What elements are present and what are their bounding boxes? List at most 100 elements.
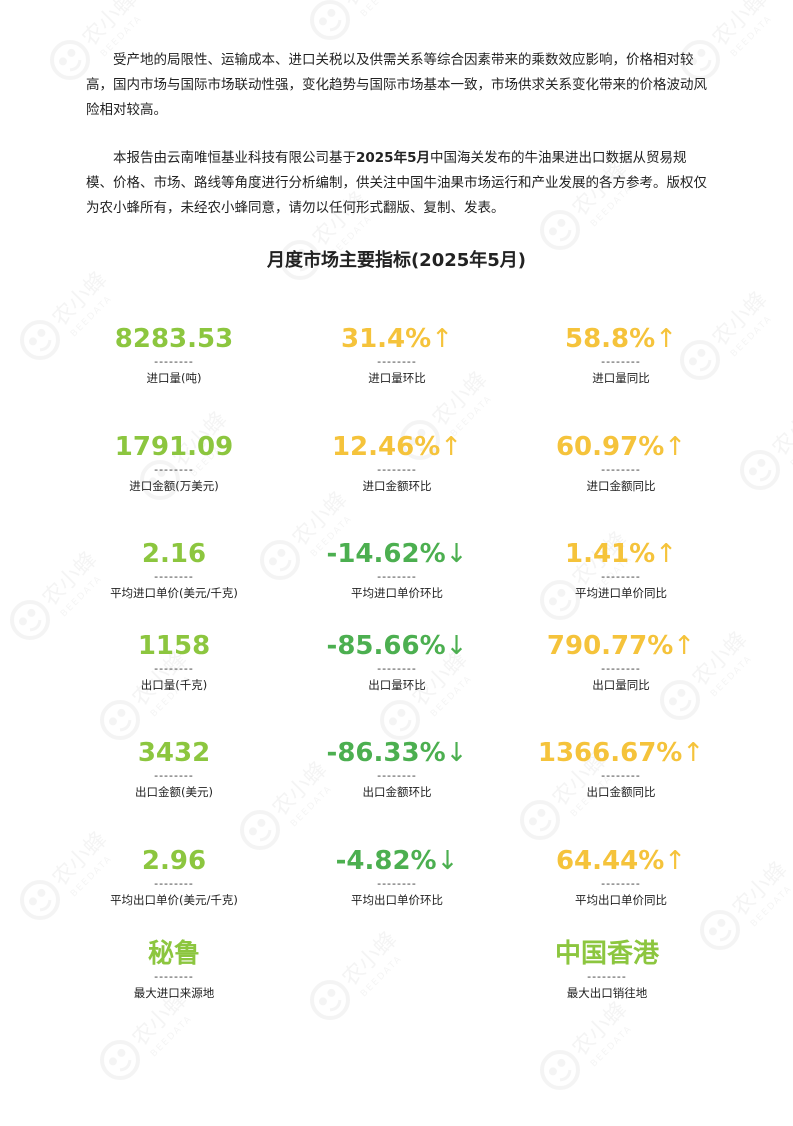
metric-divider: -------- [154,355,194,368]
metric-1-1: 8283.53 -------- 进口量(吨) [44,322,304,388]
metric-value: 2.16 [141,539,207,569]
metric-value: 中国香港 [554,939,659,969]
watermark-cn: 农小蜂 [338,0,402,12]
metric-value: 2.96 [141,846,207,876]
watermark-cn: 农小蜂 [568,997,632,1061]
metric-1-3: 58.8%↑ -------- 进口量同比 [491,322,751,388]
arrow-up-icon: ↑ [431,324,453,354]
arrow-up-icon: ↑ [664,846,687,876]
metric-value: -86.33%↓ [326,738,468,768]
metric-6-1: 2.96 -------- 平均出口单价(美元/千克) [44,844,304,910]
metric-label: 最大出口销往地 [566,986,648,1000]
watermark-en: BEEDATA [729,14,775,60]
metric-value: 1791.09 [114,432,234,462]
metric-6-3: 64.44%↑ -------- 平均出口单价同比 [491,844,751,910]
arrow-up-icon: ↑ [655,324,677,354]
metric-value: -4.82%↓ [335,846,459,876]
metric-divider: -------- [154,970,194,983]
metric-7-1: 秘鲁 -------- 最大进口来源地 [44,937,304,1003]
metric-value: 60.97%↑ [555,432,687,462]
metric-divider: -------- [377,877,417,890]
metric-divider: -------- [154,662,194,675]
metric-value: -85.66%↓ [326,631,468,661]
watermark-cn: 农小蜂 [708,0,772,52]
metric-5-2: -86.33%↓ -------- 出口金额环比 [267,736,527,802]
metric-divider: -------- [601,769,641,782]
metric-divider: -------- [377,769,417,782]
metric-divider: -------- [601,570,641,583]
watermark-cn: 农小蜂 [768,397,793,461]
metric-5-1: 3432 -------- 出口金额(美元) [44,736,304,802]
metric-divider: -------- [587,970,627,983]
metric-value: 1366.67%↑ [537,738,705,768]
metric-divider: -------- [601,662,641,675]
metric-6-2: -4.82%↓ -------- 平均出口单价环比 [267,844,527,910]
metric-value: 3432 [137,738,211,768]
metric-label: 平均出口单价同比 [575,893,667,907]
metric-label: 平均出口单价(美元/千克) [110,893,238,907]
metric-divider: -------- [377,355,417,368]
metric-3-2: -14.62%↓ -------- 平均进口单价环比 [267,537,527,603]
metric-divider: -------- [154,463,194,476]
metric-value: 12.46%↑ [331,432,463,462]
metric-divider: -------- [154,877,194,890]
report-period: 2025年5月 [356,150,430,166]
arrow-down-icon: ↓ [445,738,468,768]
arrow-up-icon: ↑ [655,539,677,569]
metric-label: 出口量同比 [592,678,650,692]
metric-value: 8283.53 [114,324,234,354]
metric-label: 进口金额同比 [586,479,656,493]
metric-value: -14.62%↓ [326,539,468,569]
metric-4-3: 790.77%↑ -------- 出口量同比 [491,629,751,695]
metric-label: 平均进口单价(美元/千克) [110,586,238,600]
metric-label: 进口金额(万美元) [129,479,219,493]
watermark-en: BEEDATA [589,1024,635,1070]
arrow-up-icon: ↑ [673,631,696,661]
metric-5-3: 1366.67%↑ -------- 出口金额同比 [491,736,751,802]
metric-value: 秘鲁 [147,939,200,969]
metric-label: 出口金额环比 [362,785,432,799]
metric-value: 31.4%↑ [341,324,453,354]
metric-value: 1.41%↑ [565,539,677,569]
arrow-up-icon: ↑ [664,432,687,462]
watermark-en: BEEDATA [359,954,405,1000]
metric-label: 平均进口单价同比 [575,586,667,600]
arrow-down-icon: ↓ [436,846,459,876]
metric-divider: -------- [377,570,417,583]
arrow-down-icon: ↓ [445,539,468,569]
metric-label: 平均进口单价环比 [351,586,443,600]
metric-label: 进口量(吨) [146,371,202,385]
intro-paragraph-2: 本报告由云南唯恒基业科技有限公司基于2025年5月中国海关发布的牛油果进出口数据… [86,150,707,216]
watermark-cn: 农小蜂 [78,0,142,52]
metric-label: 出口量环比 [368,678,426,692]
watermark-en: BEEDATA [149,1014,195,1060]
metric-3-3: 1.41%↑ -------- 平均进口单价同比 [491,537,751,603]
metric-label: 进口金额环比 [362,479,432,493]
metric-value: 1158 [137,631,211,661]
intro-paragraph-1: 受产地的局限性、运输成本、进口关税以及供需关系等综合因素带来的乘数效应影响，价格… [86,52,707,118]
metric-divider: -------- [601,355,641,368]
metric-value: 790.77%↑ [546,631,696,661]
metric-2-2: 12.46%↑ -------- 进口金额环比 [267,430,527,496]
metric-divider: -------- [377,463,417,476]
metric-2-3: 60.97%↑ -------- 进口金额同比 [491,430,751,496]
metric-2-1: 1791.09 -------- 进口金额(万美元) [44,430,304,496]
metric-value: 64.44%↑ [555,846,687,876]
metric-3-1: 2.16 -------- 平均进口单价(美元/千克) [44,537,304,603]
page-title: 月度市场主要指标(2025年5月) [266,250,527,271]
arrow-up-icon: ↑ [440,432,463,462]
watermark-en: BEEDATA [749,884,793,930]
metric-divider: -------- [154,769,194,782]
metric-4-2: -85.66%↓ -------- 出口量环比 [267,629,527,695]
watermark-en: BEEDATA [789,424,793,470]
metric-1-2: 31.4%↑ -------- 进口量环比 [267,322,527,388]
metric-divider: -------- [154,570,194,583]
metric-label: 进口量同比 [592,371,650,385]
watermark-cn: 农小蜂 [338,927,402,991]
watermark-en: BEEDATA [359,0,405,19]
metric-label: 出口金额(美元) [135,785,213,799]
metric-7-2: 中国香港 -------- 最大出口销往地 [477,937,737,1003]
metric-label: 出口量(千克) [140,678,208,692]
metric-label: 最大进口来源地 [133,986,215,1000]
